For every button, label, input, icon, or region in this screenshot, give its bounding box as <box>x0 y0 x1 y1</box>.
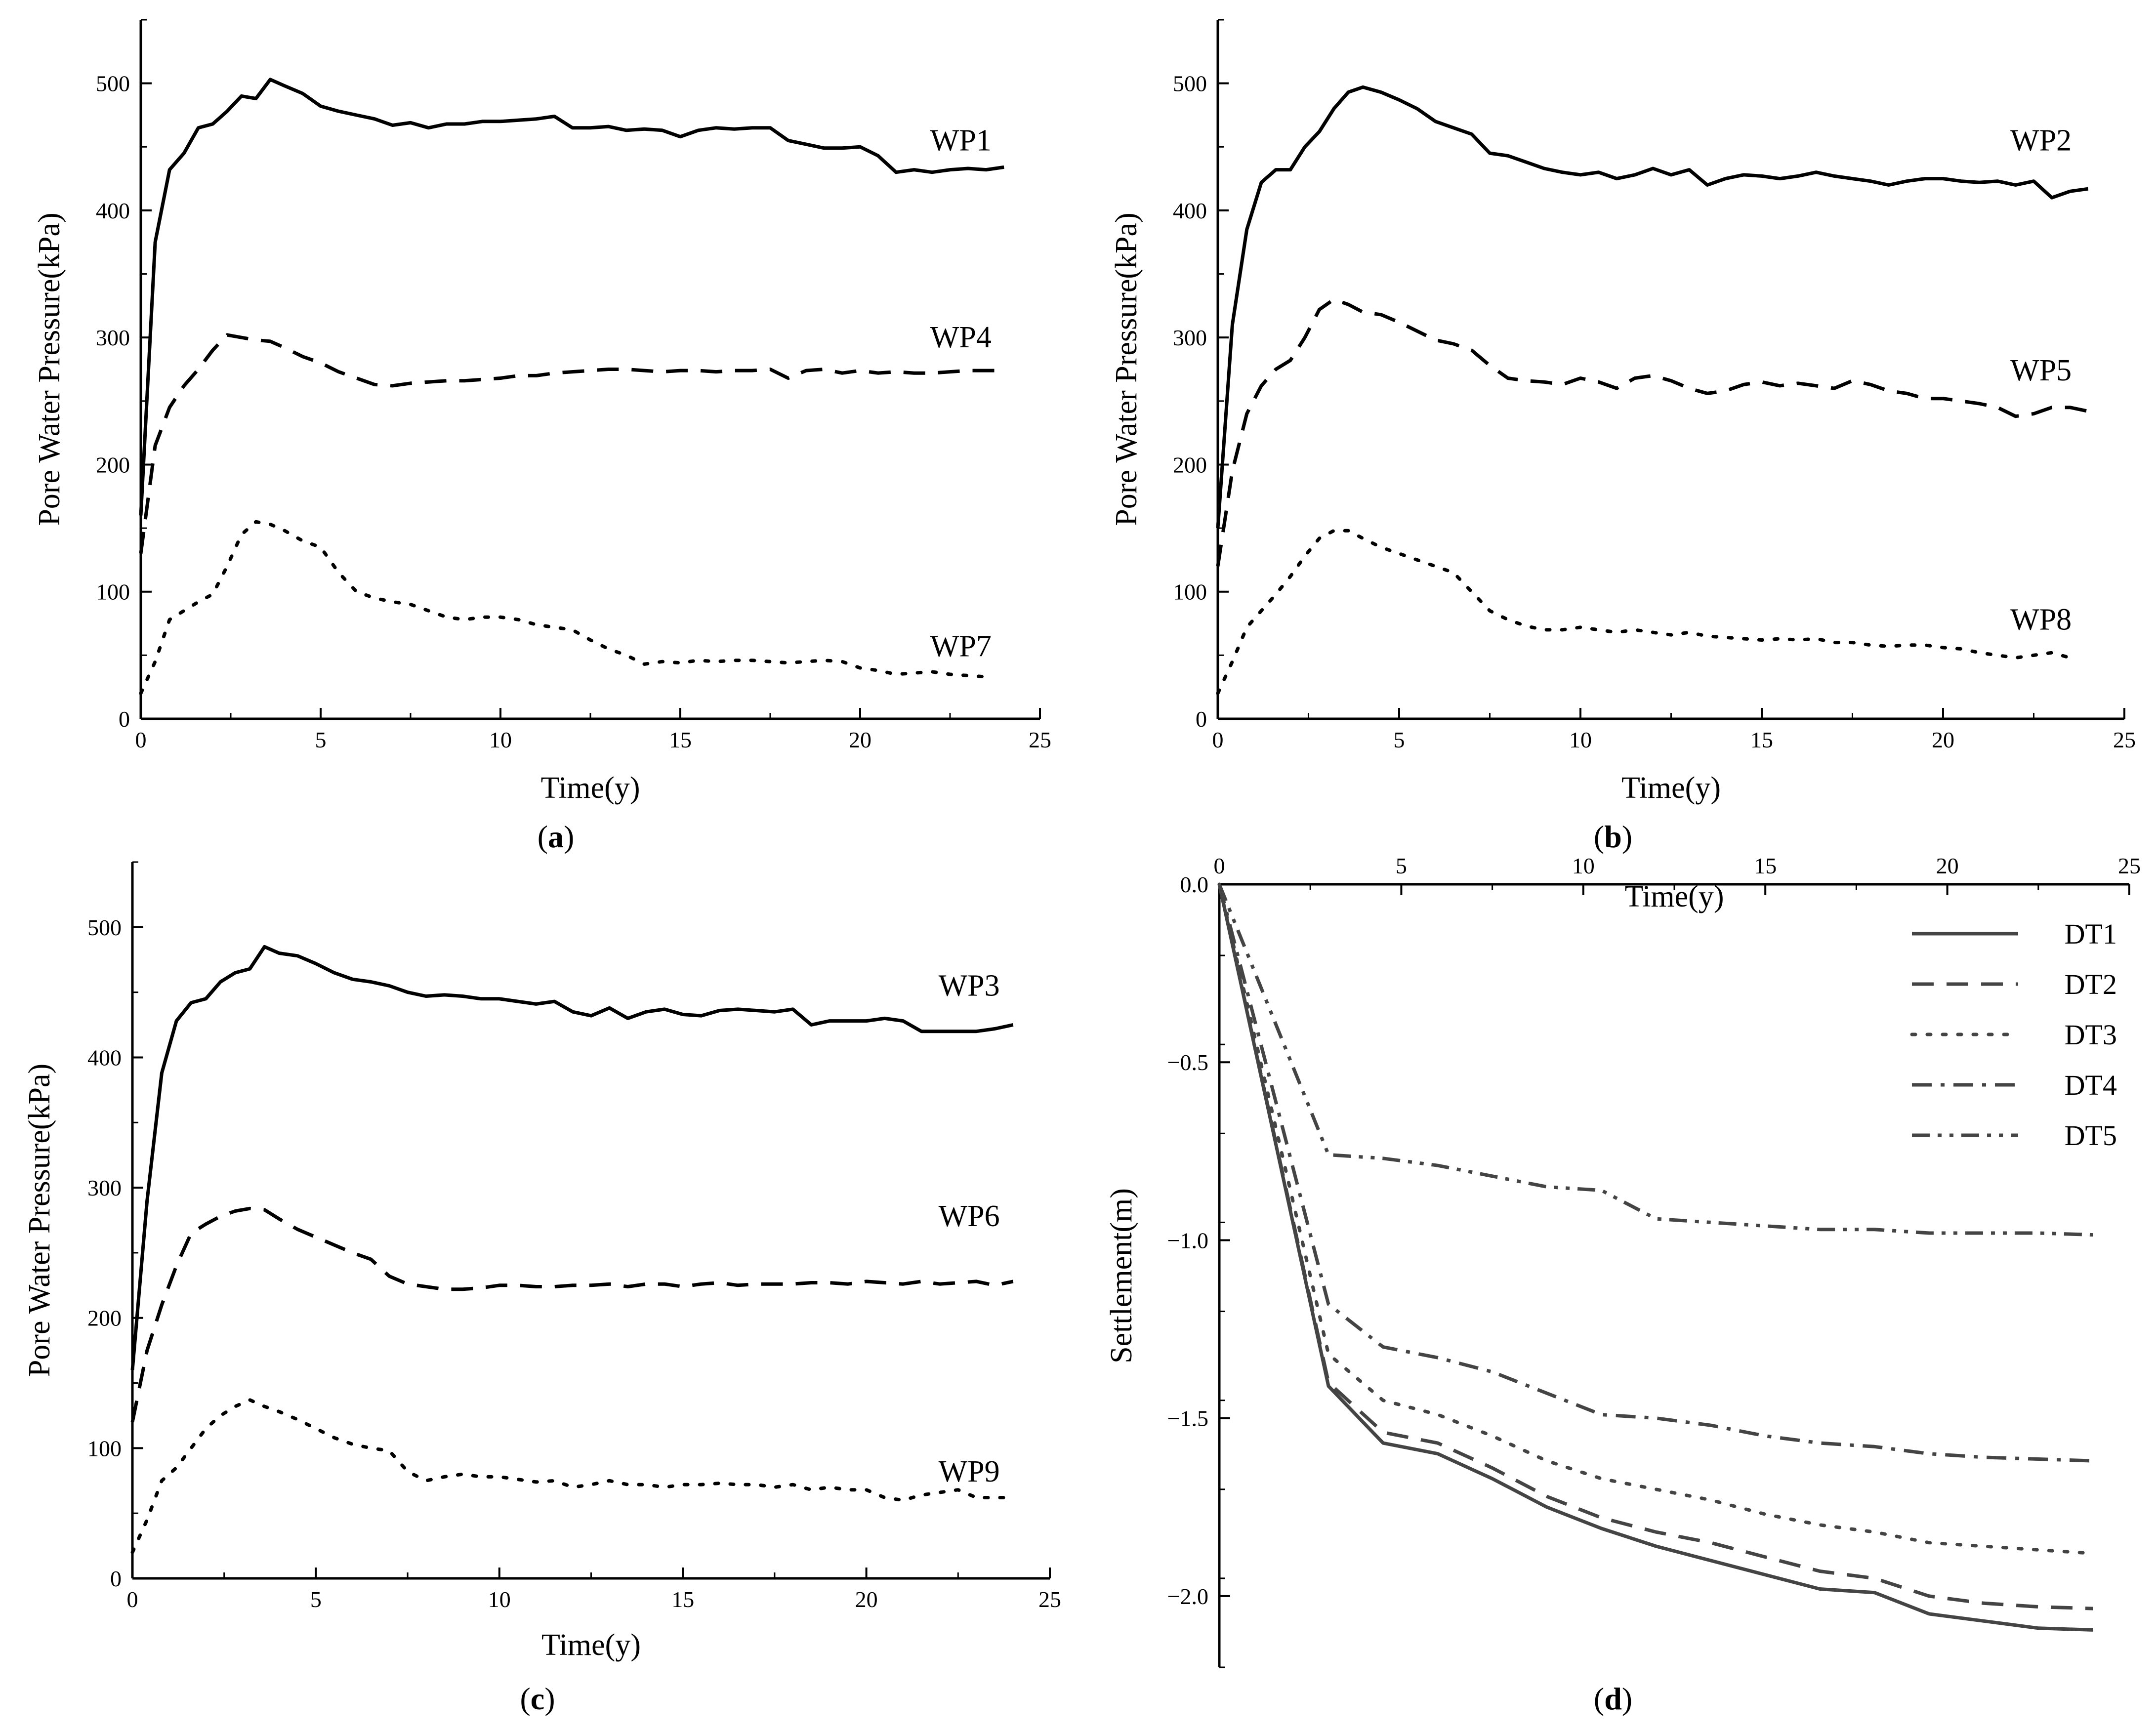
y-tick-label: −1.5 <box>1167 1406 1208 1431</box>
series-label-wp1: WP1 <box>930 124 992 157</box>
series-label-wp9: WP9 <box>939 1455 1000 1488</box>
y-tick-label: 400 <box>1173 198 1207 223</box>
x-tick-label: 0 <box>135 727 147 752</box>
series-label-wp4: WP4 <box>930 321 992 354</box>
series-line-wp6 <box>130 1206 1014 1423</box>
x-tick-label: 25 <box>2113 727 2136 752</box>
x-tick-label: 10 <box>489 727 512 752</box>
panel-label: (c) <box>520 1681 555 1716</box>
panel-label: (a) <box>538 819 575 854</box>
x-axis-title: Time(y) <box>541 771 640 805</box>
x-tick-label: 5 <box>1394 727 1405 752</box>
y-axis-title: Pore Water Pressure(kPa) <box>33 212 66 526</box>
x-tick-label: 10 <box>1569 727 1592 752</box>
y-tick-label: −1.0 <box>1167 1228 1208 1253</box>
series-line-dt5 <box>1217 883 2093 1237</box>
panel-label: (b) <box>1594 819 1632 854</box>
x-tick-label: 25 <box>1038 1587 1061 1612</box>
x-tick-label: 5 <box>315 727 327 752</box>
series-label-wp3: WP3 <box>939 969 1000 1002</box>
y-tick-label: 500 <box>1173 71 1207 96</box>
y-axis-title: Pore Water Pressure(kPa) <box>1110 212 1143 526</box>
y-tick-label: 400 <box>96 198 130 223</box>
x-tick-label: 5 <box>1396 853 1407 878</box>
y-tick-label: 0.0 <box>1180 872 1209 897</box>
y-tick-label: 200 <box>1173 452 1207 477</box>
series-line-wp8 <box>1216 529 2072 695</box>
series-label-wp8: WP8 <box>2010 603 2072 636</box>
series-label-wp6: WP6 <box>939 1199 1000 1233</box>
x-axis-title: Time(y) <box>541 1628 641 1662</box>
x-tick-label: 25 <box>1029 727 1051 752</box>
x-tick-label: 20 <box>855 1587 878 1612</box>
y-axis-title: Pore Water Pressure(kPa) <box>23 1064 56 1377</box>
y-tick-label: 100 <box>1173 579 1207 605</box>
y-tick-label: 100 <box>96 579 130 605</box>
series-line-dt3 <box>1217 882 2095 1555</box>
series-line-wp5 <box>1216 297 2089 567</box>
y-tick-label: 500 <box>87 915 122 940</box>
x-tick-label: 15 <box>1750 727 1773 752</box>
y-axis-title: Settlement(m) <box>1105 1188 1138 1363</box>
chart-panel-a: 0 5 10 15 20 25 0 100 200 300 400 500 Time(y) Pore Wa… <box>33 19 1051 854</box>
x-tick-label: 15 <box>669 727 692 752</box>
legend-label-dt5: DT5 <box>2065 1119 2117 1152</box>
x-tick-label: 20 <box>849 727 871 752</box>
x-tick-label: 0 <box>127 1587 138 1612</box>
series-line-wp2 <box>1216 85 2089 529</box>
x-axis-title: Time(y) <box>1621 771 1721 805</box>
x-tick-label: 20 <box>1936 853 1959 878</box>
legend-label-dt4: DT4 <box>2065 1069 2117 1101</box>
x-tick-label: 25 <box>2118 853 2141 878</box>
panel-label: (d) <box>1594 1681 1632 1716</box>
series-label-wp7: WP7 <box>930 629 992 663</box>
x-tick-label: 20 <box>1932 727 1954 752</box>
y-tick-label: 200 <box>96 452 130 477</box>
x-tick-label: 10 <box>1572 853 1595 878</box>
x-tick-label: 10 <box>488 1587 511 1612</box>
y-tick-label: 0 <box>110 1566 122 1591</box>
series-line-wp3 <box>130 945 1014 1370</box>
y-tick-label: 0 <box>1196 706 1207 732</box>
legend-label-dt2: DT2 <box>2065 968 2117 1000</box>
chart-panel-b: 0 5 10 15 20 25 0 100 200 300 400 500 Time(y) Pore Wa… <box>1110 19 2136 854</box>
series-line-dt1 <box>1217 884 2093 1632</box>
y-tick-label: 300 <box>1173 325 1207 350</box>
x-tick-label: 5 <box>310 1587 322 1612</box>
y-tick-label: 400 <box>87 1045 122 1070</box>
y-tick-label: 200 <box>87 1306 122 1331</box>
series-line-wp1 <box>139 78 1004 516</box>
x-tick-label: 15 <box>1754 853 1777 878</box>
series-label-wp2: WP2 <box>2010 124 2072 157</box>
y-tick-label: −2.0 <box>1167 1584 1208 1609</box>
legend-label-dt3: DT3 <box>2065 1019 2117 1051</box>
series-line-dt2 <box>1217 884 2093 1610</box>
x-axis-title: Time(y) <box>1625 880 1724 913</box>
x-tick-label: 15 <box>671 1587 694 1612</box>
y-tick-label: 500 <box>96 71 130 96</box>
chart-panel-d: 0 5 10 15 20 25 0.0 −0.5 −1.0 −1.5 −2.0 Time(y) Sett… <box>1105 853 2141 1716</box>
x-tick-label: 0 <box>1214 853 1225 878</box>
series-line-wp4 <box>139 333 1004 554</box>
series-line-wp7 <box>139 520 988 695</box>
y-tick-label: 300 <box>87 1175 122 1200</box>
y-tick-label: 300 <box>96 325 130 350</box>
series-line-wp9 <box>130 1398 1015 1554</box>
y-tick-label: 0 <box>119 706 130 732</box>
y-tick-label: 100 <box>87 1436 122 1461</box>
legend-label-dt1: DT1 <box>2065 918 2117 950</box>
x-tick-label: 0 <box>1212 727 1224 752</box>
chart-panel-c: 0 5 10 15 20 25 0 100 200 300 400 500 Time(y) Pore Wa… <box>23 861 1061 1716</box>
series-line-dt4 <box>1217 884 2093 1463</box>
series-label-wp5: WP5 <box>2010 354 2072 387</box>
y-tick-label: −0.5 <box>1167 1050 1208 1075</box>
